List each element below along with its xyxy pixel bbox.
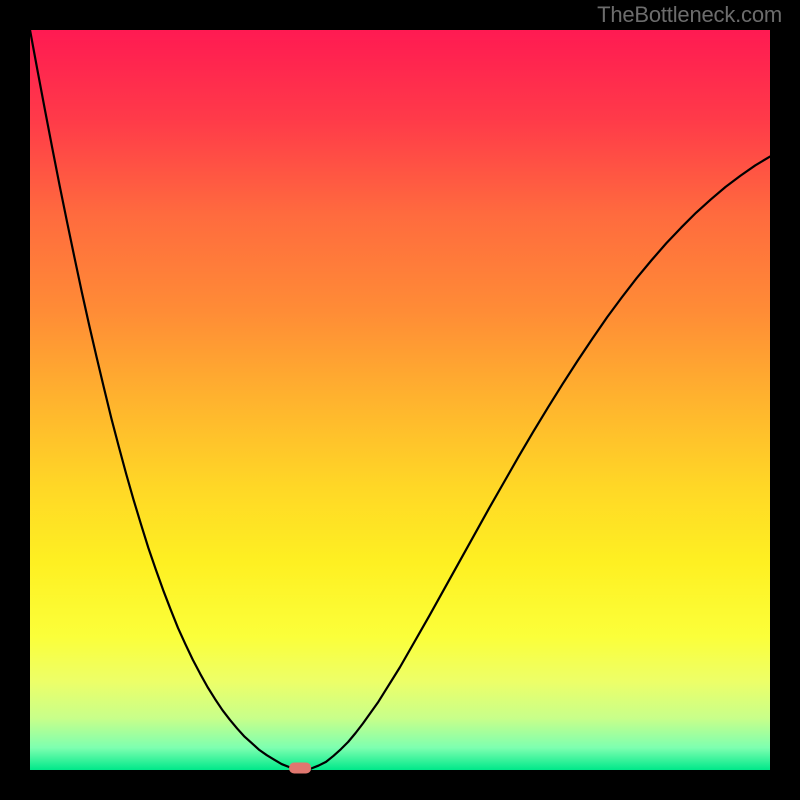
minimum-marker <box>289 763 311 774</box>
chart-svg <box>0 0 800 800</box>
plot-background-gradient <box>30 30 770 770</box>
bottleneck-chart: TheBottleneck.com <box>0 0 800 800</box>
